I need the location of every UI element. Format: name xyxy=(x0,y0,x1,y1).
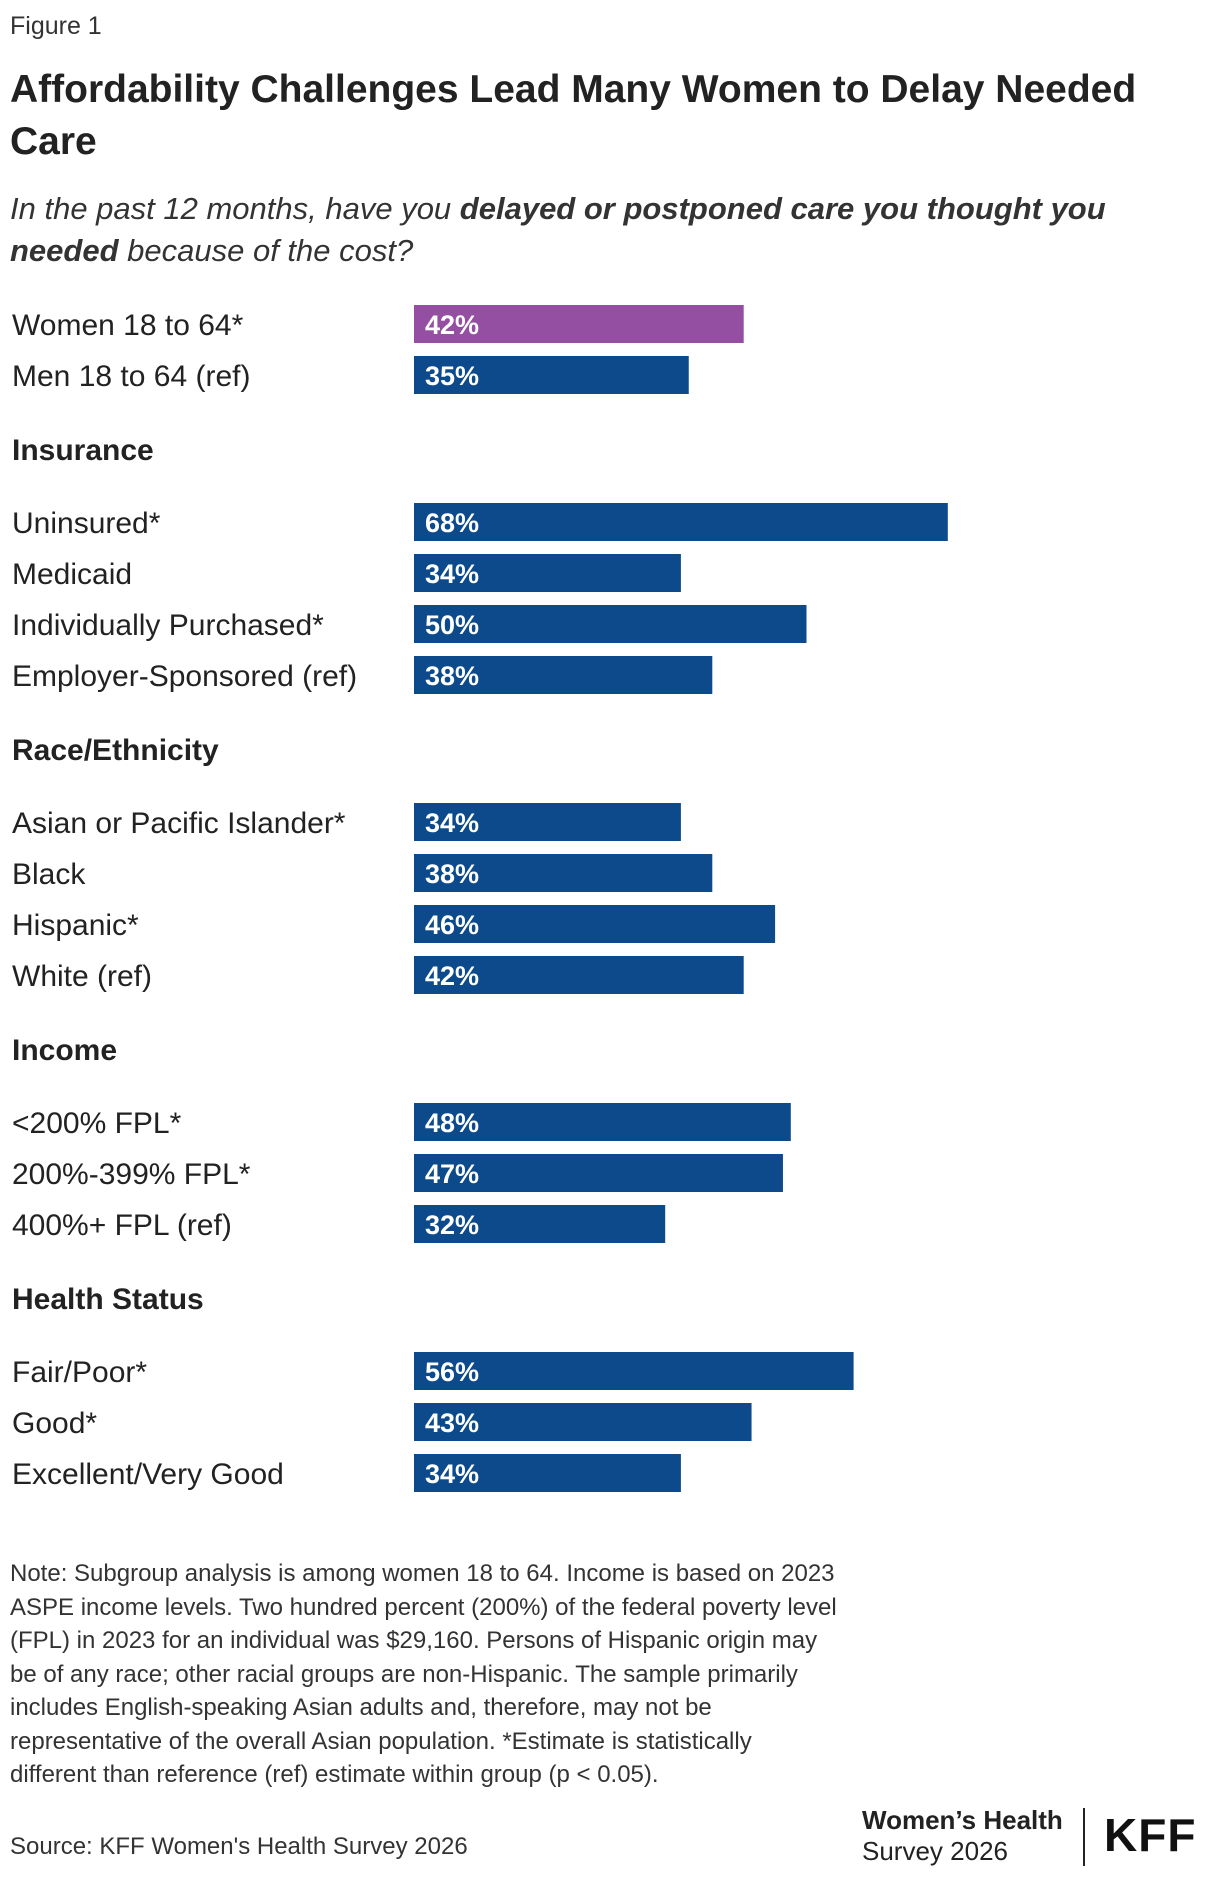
bar xyxy=(414,356,689,394)
chart-note: Note: Subgroup analysis is among women 1… xyxy=(10,1560,837,1788)
bar-value-label: 47% xyxy=(425,1159,479,1189)
bar xyxy=(414,803,681,841)
survey-branding: Women’s Health Survey 2026 xyxy=(862,1805,1063,1867)
bar-value-label: 50% xyxy=(425,610,479,640)
bar xyxy=(414,554,681,592)
bar-value-label: 46% xyxy=(425,910,479,940)
chart-subtitle: In the past 12 months, have you delayed … xyxy=(10,188,1200,272)
bar-value-label: 43% xyxy=(425,1408,479,1438)
bar-value-label: 34% xyxy=(425,559,479,589)
bar-value-label: 56% xyxy=(425,1357,479,1387)
category-label: Women 18 to 64* xyxy=(12,309,244,342)
subtitle-part2: because of the cost? xyxy=(118,233,414,268)
survey-year: Survey 2026 xyxy=(862,1836,1008,1866)
category-label: Medicaid xyxy=(12,558,132,591)
bar xyxy=(414,305,744,343)
bar-value-label: 42% xyxy=(425,310,479,340)
chart-source: Source: KFF Women's Health Survey 2026 xyxy=(10,1833,468,1860)
bar-value-label: 34% xyxy=(425,1459,479,1489)
category-label: Excellent/Very Good xyxy=(12,1458,284,1491)
bar xyxy=(414,1454,681,1492)
bar xyxy=(414,1403,752,1441)
bar-value-label: 32% xyxy=(425,1210,479,1240)
figure-label: Figure 1 xyxy=(10,12,102,40)
bar xyxy=(414,1205,666,1243)
bar-value-label: 38% xyxy=(425,859,479,889)
category-label: Fair/Poor* xyxy=(12,1356,147,1389)
bar xyxy=(414,503,948,541)
group-label: Insurance xyxy=(12,434,154,467)
category-label: Asian or Pacific Islander* xyxy=(12,807,346,840)
category-label: 400%+ FPL (ref) xyxy=(12,1209,232,1242)
bar xyxy=(414,605,807,643)
category-label: 200%-399% FPL* xyxy=(12,1158,251,1191)
category-label: Black xyxy=(12,858,86,891)
bar xyxy=(414,1154,783,1192)
bar-value-label: 68% xyxy=(425,508,479,538)
bar xyxy=(414,1103,791,1141)
survey-name: Women’s Health xyxy=(862,1805,1063,1835)
branding-divider xyxy=(1083,1808,1085,1866)
bar xyxy=(414,905,776,943)
bar-value-label: 42% xyxy=(425,961,479,991)
category-label: Uninsured* xyxy=(12,507,161,540)
category-label: Employer-Sponsored (ref) xyxy=(12,660,357,693)
bar xyxy=(414,956,744,994)
bar-value-label: 34% xyxy=(425,808,479,838)
bar-value-label: 35% xyxy=(425,361,479,391)
bar xyxy=(414,1352,854,1390)
chart-title: Affordability Challenges Lead Many Women… xyxy=(10,68,1137,163)
category-label: Men 18 to 64 (ref) xyxy=(12,360,250,393)
bar-value-label: 48% xyxy=(425,1108,479,1138)
group-label: Race/Ethnicity xyxy=(12,734,219,767)
group-label: Health Status xyxy=(12,1283,204,1316)
category-label: Individually Purchased* xyxy=(12,609,324,642)
category-label: Hispanic* xyxy=(12,909,139,942)
bar-value-label: 38% xyxy=(425,661,479,691)
bar xyxy=(414,656,713,694)
subtitle-bold: delayed or postponed care you thought yo… xyxy=(10,191,1106,268)
category-label: Good* xyxy=(12,1407,97,1440)
bar xyxy=(414,854,713,892)
group-label: Income xyxy=(12,1034,117,1067)
kff-logo: KFF xyxy=(1104,1809,1197,1861)
category-label: White (ref) xyxy=(12,960,152,993)
subtitle-part1: In the past 12 months, have you xyxy=(10,191,460,226)
category-label: <200% FPL* xyxy=(12,1107,182,1140)
